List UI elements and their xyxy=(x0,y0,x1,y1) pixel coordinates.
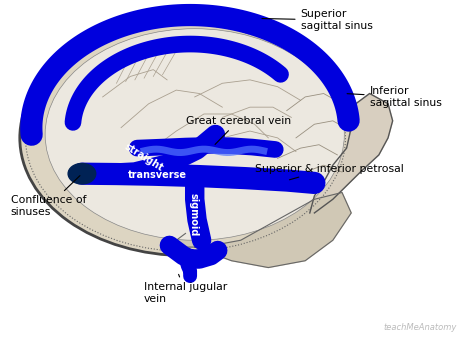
Ellipse shape xyxy=(20,20,351,256)
Text: teachMeAnatomy: teachMeAnatomy xyxy=(383,323,457,332)
Text: Inferior
sagittal sinus: Inferior sagittal sinus xyxy=(347,86,441,108)
Circle shape xyxy=(68,163,96,184)
Polygon shape xyxy=(310,94,392,213)
Text: straight: straight xyxy=(123,141,165,173)
Text: Internal jugular
vein: Internal jugular vein xyxy=(144,275,228,304)
Text: Great cerebral vein: Great cerebral vein xyxy=(185,116,291,144)
Text: Confluence of
sinuses: Confluence of sinuses xyxy=(10,176,86,217)
Text: Superior
sagittal sinus: Superior sagittal sinus xyxy=(262,9,373,31)
Text: Superior & inferior petrosal: Superior & inferior petrosal xyxy=(255,164,403,180)
Polygon shape xyxy=(176,193,351,268)
Text: sigmoid: sigmoid xyxy=(189,193,199,236)
Ellipse shape xyxy=(45,29,344,240)
Text: transverse: transverse xyxy=(128,170,187,180)
